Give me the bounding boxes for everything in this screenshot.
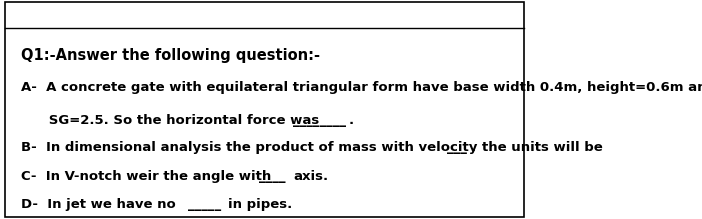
FancyBboxPatch shape [6, 2, 524, 217]
Text: C-  In V-notch weir the angle with: C- In V-notch weir the angle with [21, 170, 272, 183]
Text: B-  In dimensional analysis the product of mass with velocity the units will be: B- In dimensional analysis the product o… [21, 141, 603, 154]
Text: _____: _____ [188, 198, 221, 211]
Text: ________: ________ [293, 114, 345, 127]
Text: A-  A concrete gate with equilateral triangular form have base width 0.4m, heigh: A- A concrete gate with equilateral tria… [21, 81, 702, 94]
Text: ____: ____ [259, 170, 286, 183]
Text: .: . [471, 141, 476, 154]
Text: ___: ___ [447, 141, 467, 154]
Text: SG=2.5. So the horizontal force was: SG=2.5. So the horizontal force was [21, 114, 319, 127]
Text: axis.: axis. [293, 170, 329, 183]
Text: in pipes.: in pipes. [227, 198, 292, 211]
Text: .: . [348, 114, 353, 127]
Text: D-  In jet we have no: D- In jet we have no [21, 198, 176, 211]
Text: Q1:-Answer the following question:-: Q1:-Answer the following question:- [21, 48, 320, 63]
